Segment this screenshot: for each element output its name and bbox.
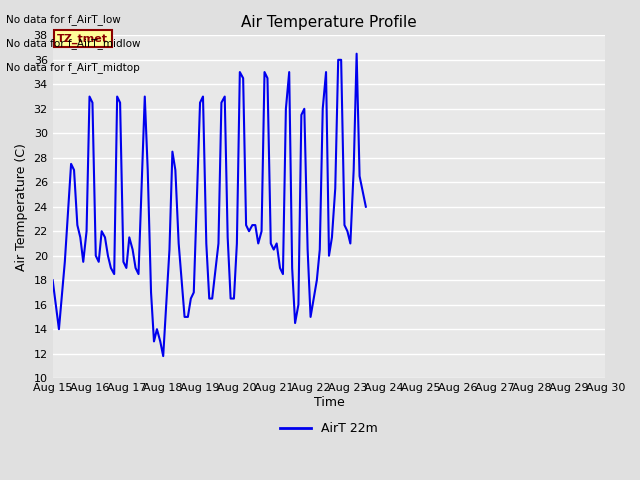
Text: No data for f_AirT_midtop: No data for f_AirT_midtop	[6, 62, 140, 73]
Text: No data for f_AirT_low: No data for f_AirT_low	[6, 14, 121, 25]
Text: TZ_tmet: TZ_tmet	[57, 34, 108, 44]
Title: Air Temperature Profile: Air Temperature Profile	[241, 15, 417, 30]
Y-axis label: Air Termperature (C): Air Termperature (C)	[15, 143, 28, 271]
Text: No data for f_AirT_midlow: No data for f_AirT_midlow	[6, 38, 141, 49]
X-axis label: Time: Time	[314, 396, 344, 409]
Legend: AirT 22m: AirT 22m	[275, 418, 383, 441]
